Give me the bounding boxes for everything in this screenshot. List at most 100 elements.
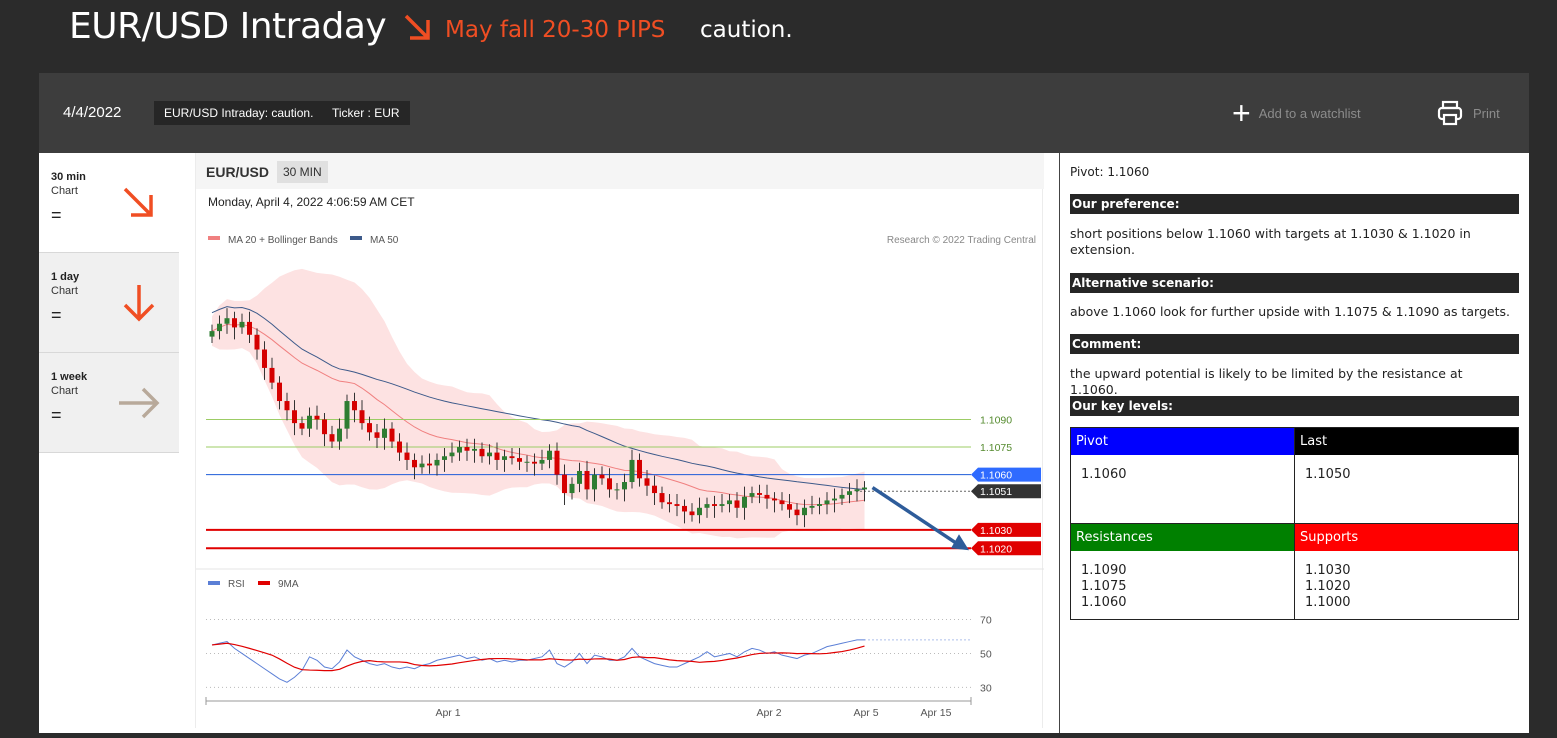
candle-body: [224, 318, 230, 324]
chart-header: EUR/USD 30 MIN: [196, 153, 1044, 189]
x-axis-label: Apr 1: [435, 707, 460, 719]
level-label-1.1030: 1.1030: [980, 525, 1012, 537]
x-axis-label: Apr 2: [756, 707, 781, 719]
candle-body: [824, 500, 830, 505]
level-label-1.1060: 1.1060: [980, 470, 1012, 482]
candle-body: [562, 474, 567, 494]
candle-body: [659, 493, 665, 503]
candle-body: [577, 470, 582, 484]
column-divider: [1059, 153, 1060, 733]
arrow-down-right-icon: [404, 14, 430, 40]
candle-body: [397, 441, 402, 453]
candle-body: [352, 401, 357, 411]
ma20-legend: MA 20 + Bollinger Bands: [228, 235, 338, 246]
arrow-down-icon: [123, 285, 155, 322]
candle-body: [727, 500, 732, 505]
last-header: Last: [1295, 428, 1518, 455]
candle-body: [704, 504, 710, 508]
resistances-header: Resistances: [1071, 524, 1294, 551]
candle-body: [247, 321, 252, 335]
candle-body: [719, 504, 725, 506]
table-column-divider: [1294, 428, 1295, 619]
add-watchlist-label: Add to a watchlist: [1258, 105, 1361, 121]
main-panel: 4/4/2022 EUR/USD Intraday: caution. Tick…: [39, 73, 1529, 733]
candle-body: [839, 494, 845, 499]
print-button[interactable]: Print: [1437, 99, 1500, 127]
forecast-arrow-line: [871, 486, 962, 548]
chart-symbol: EUR/USD: [206, 164, 270, 180]
candle-body: [322, 419, 327, 435]
level-tag-1.1030: [971, 522, 1041, 537]
candle-body: [329, 434, 335, 442]
sidebar-item-timeframe: 30 min: [51, 171, 86, 183]
level-label-1.1090: 1.1090: [980, 414, 1012, 426]
candle-body: [524, 461, 530, 463]
pivot-line: Pivot: 1.1060: [1070, 165, 1150, 179]
candle-body: [832, 498, 837, 501]
chart-credit: Research © 2022 Trading Central: [887, 235, 1036, 246]
pivot-value: 1.1060: [1081, 467, 1127, 482]
bollinger-band: [212, 268, 865, 539]
alternative-text: above 1.1060 look for further upside wit…: [1070, 304, 1510, 319]
sidebar-item-timeframe: 1 day: [51, 271, 80, 283]
candle-body: [592, 474, 597, 490]
candle-body: [262, 349, 267, 368]
candle-body: [479, 448, 485, 457]
candle-body: [787, 504, 792, 510]
sidebar-item-1week[interactable]: 1 week Chart =: [39, 353, 179, 453]
candle-body: [742, 496, 747, 508]
candle-body: [209, 331, 215, 337]
rsi-legend: RSI: [228, 579, 245, 590]
ticker-chip[interactable]: Ticker : EUR: [322, 101, 410, 125]
level-tag-1.1060: [971, 467, 1041, 482]
candle-body: [854, 489, 860, 492]
ma20-line: [211, 323, 865, 506]
sidebar-item-sign: =: [51, 305, 62, 325]
candle-body: [494, 452, 500, 460]
sidebar-item-30min[interactable]: 30 min Chart =: [39, 153, 179, 253]
title-chip[interactable]: EUR/USD Intraday: caution.: [154, 101, 324, 125]
candle-body: [442, 456, 447, 460]
chart-timeframe-badge[interactable]: 30 MIN: [277, 161, 328, 183]
candle-body: [809, 505, 815, 508]
support-values: 1.1030 1.1020 1.1000: [1305, 563, 1351, 610]
candle-body: [314, 415, 320, 420]
key-levels-table: Pivot Last 1.1060 1.1050 Resistances Sup…: [1070, 427, 1519, 620]
direction-text: May fall 20-30 PIPS: [445, 17, 666, 43]
rsi-axis-label: 50: [980, 648, 992, 660]
candle-body: [682, 505, 687, 512]
rsi-ma-legend: 9MA: [278, 579, 299, 590]
title-bar: EUR/USD Intraday May fall 20-30 PIPS cau…: [0, 0, 1557, 72]
candle-body: [532, 461, 537, 464]
candle-body: [847, 491, 852, 495]
candle-body: [637, 459, 642, 479]
candle-body: [419, 463, 425, 468]
candle-body: [374, 432, 380, 438]
preference-heading: Our preference:: [1070, 194, 1519, 214]
candle-body: [517, 458, 522, 462]
candle-body: [667, 502, 672, 505]
price-chart[interactable]: EUR/USD 30 MIN Monday, April 4, 2022 4:0…: [195, 153, 1044, 728]
candle-body: [457, 447, 462, 453]
supports-header: Supports: [1295, 524, 1518, 551]
chart-canvas: MA 20 + Bollinger Bands MA 50 Research ©…: [196, 235, 1044, 719]
candle-body: [599, 474, 605, 479]
candle-body: [412, 459, 417, 468]
sidebar-item-sub: Chart: [51, 285, 78, 297]
candle-body: [337, 428, 342, 442]
level-label-1.1051: 1.1051: [980, 486, 1012, 498]
candle-body: [277, 382, 282, 402]
candle-body: [434, 459, 440, 466]
add-watchlist-button[interactable]: + Add to a watchlist: [1232, 97, 1361, 129]
candle-body: [217, 323, 222, 332]
candle-body: [862, 487, 867, 490]
page-title: EUR/USD Intraday: [69, 6, 387, 47]
arrow-right-icon: [119, 387, 160, 419]
candle-body: [239, 321, 245, 328]
sidebar-item-1day[interactable]: 1 day Chart =: [39, 253, 179, 353]
candle-body: [427, 463, 432, 466]
key-levels-heading: Our key levels:: [1070, 396, 1519, 416]
candle-body: [487, 452, 492, 457]
candle-body: [794, 509, 800, 516]
candle-body: [464, 447, 470, 451]
